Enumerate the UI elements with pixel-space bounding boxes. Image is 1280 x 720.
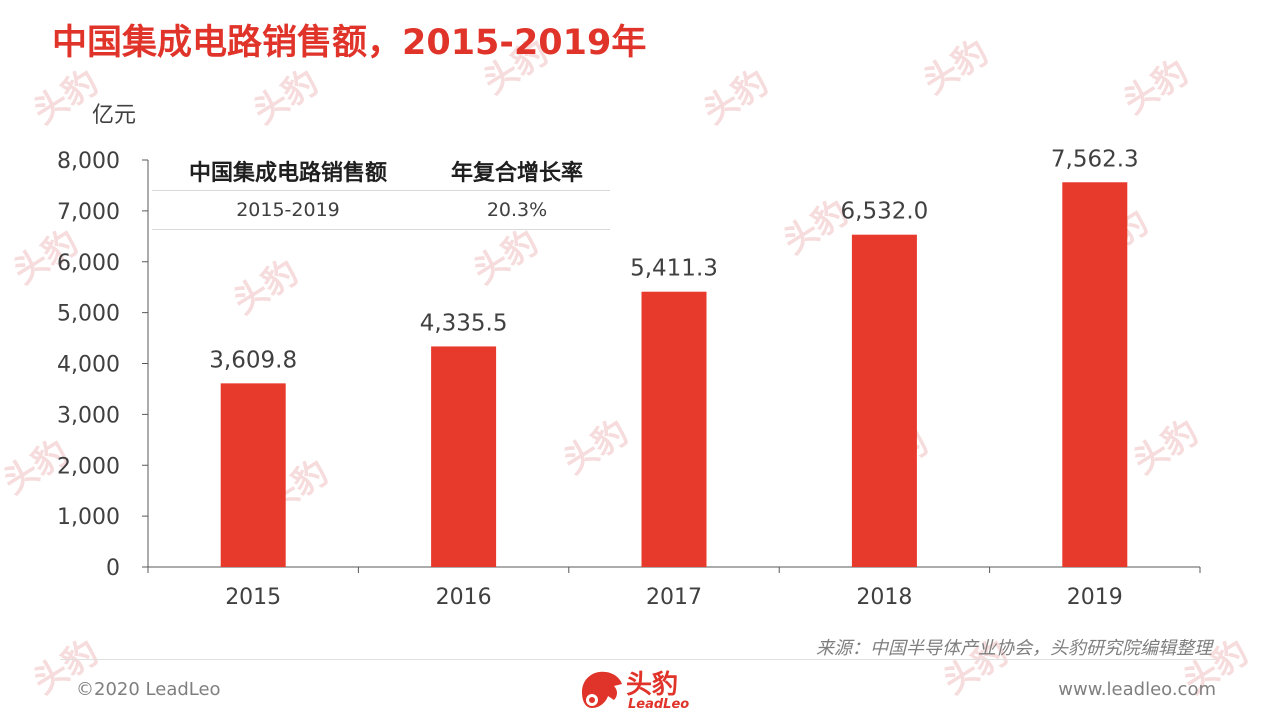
- y-tick-label: 7,000: [57, 200, 120, 225]
- bar-2019: [1062, 182, 1128, 567]
- data-label: 7,562.3: [1051, 146, 1139, 172]
- cagr-table: 中国集成电路销售额 年复合增长率 2015-2019 20.3%: [152, 152, 610, 230]
- table-header-cagr: 年复合增长率: [450, 161, 583, 186]
- y-tick-label: 4,000: [57, 353, 120, 378]
- y-tick-label: 2,000: [57, 454, 120, 479]
- website-text: www.leadleo.com: [1058, 679, 1216, 700]
- y-axis-unit-label: 亿元: [92, 103, 136, 128]
- bar-2016: [431, 346, 497, 567]
- page-title: 中国集成电路销售额，2015-2019年: [52, 23, 647, 63]
- y-tick-label: 0: [106, 556, 120, 581]
- source-note: 来源：中国半导体产业协会，头豹研究院编辑整理: [816, 638, 1212, 659]
- data-label: 4,335.5: [420, 310, 508, 336]
- data-labels: 3,609.8 4,335.5 5,411.3 6,532.0 7,562.3: [209, 146, 1138, 373]
- x-tick-label: 2016: [436, 585, 492, 610]
- bars: [220, 182, 1128, 567]
- y-tick-label: 3,000: [57, 403, 120, 428]
- table-header-sales: 中国集成电路销售额: [188, 161, 387, 186]
- y-tick-label: 6,000: [57, 251, 120, 276]
- copyright-text: ©2020 LeadLeo: [76, 679, 221, 700]
- table-row: 2015-2019 20.3%: [152, 191, 610, 230]
- footer-divider: [60, 659, 1216, 660]
- table-cell-cagr: 20.3%: [486, 199, 548, 221]
- y-tick-label: 1,000: [57, 505, 120, 530]
- y-tick-label: 8,000: [57, 149, 120, 174]
- bar-2018: [851, 234, 917, 567]
- x-tick-label: 2015: [225, 585, 281, 610]
- data-label: 3,609.8: [209, 347, 297, 373]
- y-axis: 0 1,000 2,000 3,000 4,000 5,000 6,000 7,000 8,00…: [57, 149, 149, 581]
- leadleo-logo: 头豹 LeadLeo: [578, 664, 710, 716]
- bar-2017: [641, 291, 707, 567]
- data-label: 6,532.0: [841, 199, 929, 225]
- table-header-row: 中国集成电路销售额 年复合增长率: [152, 152, 610, 191]
- x-tick-label: 2019: [1067, 585, 1123, 610]
- table-cell-period: 2015-2019: [236, 199, 340, 221]
- x-axis: 2015 2016 2017 2018 2019: [147, 566, 1201, 610]
- logo-text-en: LeadLeo: [628, 697, 690, 712]
- x-tick-label: 2018: [856, 585, 912, 610]
- bar-2015: [220, 383, 286, 567]
- data-label: 5,411.3: [630, 256, 718, 282]
- y-tick-label: 5,000: [57, 302, 120, 327]
- leopard-icon: [582, 671, 622, 708]
- logo-text-cn: 头豹: [626, 670, 679, 700]
- x-tick-label: 2017: [646, 585, 702, 610]
